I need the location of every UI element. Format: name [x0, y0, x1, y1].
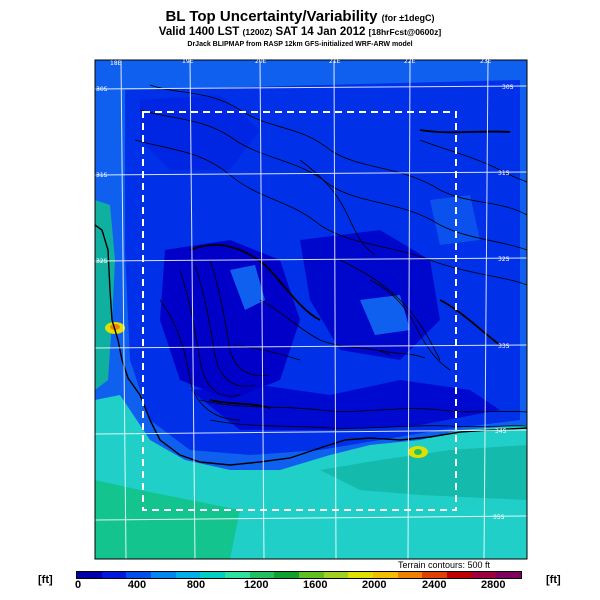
credit-line: DrJack BLIPMAP from RASP 12km GFS-initia…	[187, 41, 413, 48]
colorbar-swatch	[299, 572, 324, 578]
south-coast-hotspot-core	[414, 449, 422, 455]
west-coast-hotspot-core	[110, 324, 120, 330]
colorbar-swatch	[225, 572, 250, 578]
southeast-teal-field	[320, 445, 527, 500]
colorbar-swatch	[373, 572, 398, 578]
lon-label-top-19e: 19E	[182, 58, 194, 65]
lon-label-top-18e: 18E	[110, 60, 122, 67]
title-text: BL Top Uncertainty/Variability	[165, 8, 378, 25]
colorbar-swatch	[447, 572, 472, 578]
colorbar-swatch	[249, 572, 275, 578]
west-coast-band	[95, 200, 115, 390]
colorbar-swatch	[496, 572, 522, 578]
analysis-boundary	[142, 111, 457, 511]
colorbar-swatch	[274, 572, 300, 578]
lon-label-bottom-20e: 20E	[259, 561, 271, 568]
colorbar-tick-800: 800	[186, 579, 206, 591]
colorbar-swatch	[151, 572, 176, 578]
colorbar-swatch	[397, 572, 423, 578]
coastline	[95, 224, 527, 466]
lon-label-bottom-22e: 22E	[402, 561, 414, 568]
colorbar-unit-left: [ft]	[38, 574, 53, 586]
colorbar-tick-1200: 1200	[244, 579, 269, 591]
lat-label-left-33s: 33S	[78, 345, 90, 352]
terrain-contours-note: Terrain contours: 500 ft	[398, 560, 491, 570]
lat-label-left-30s: 30S	[96, 86, 108, 93]
terrain-contours	[134, 84, 527, 429]
lat-label-left-31s: 31S	[96, 172, 108, 179]
colorbar-tick-2800: 2800	[481, 579, 506, 591]
lat-label-left-32s: 32S	[96, 258, 108, 265]
lat-label-left-35s: 35S	[80, 517, 92, 524]
subtitle-zone: (1200Z)	[242, 27, 273, 37]
subtitle-main: Valid 1400 LST	[158, 26, 240, 38]
subtitle: Valid 1400 LST (1200Z) SAT 14 Jan 2012 […	[0, 26, 600, 38]
lat-label-right-30s: 30S	[502, 84, 514, 91]
lat-label-right-33s: 33S	[498, 343, 510, 350]
colorbar-swatch	[101, 572, 127, 578]
lat-label-right-34s: 34S	[495, 428, 507, 435]
lon-label-top-22e: 22E	[404, 58, 416, 65]
northern-deep-patch	[140, 95, 260, 170]
map-frame	[94, 59, 528, 560]
colorbar-swatch	[323, 572, 349, 578]
colorbar-swatch	[77, 572, 102, 578]
lat-label-left-34s: 34S	[78, 431, 90, 438]
subtitle-date: SAT 14 Jan 2012	[275, 26, 366, 38]
heavy-contours	[189, 129, 511, 409]
light-patch-1	[230, 265, 265, 310]
lat-label-right-35s: 35S	[493, 514, 505, 521]
colorbar-swatch	[348, 572, 374, 578]
lon-label-top-21e: 21E	[329, 58, 341, 65]
colorbar-tick-0: 0	[74, 579, 82, 591]
colorbar-swatch	[200, 572, 226, 578]
colorbar	[76, 571, 522, 579]
lon-label-top-20e: 20E	[255, 58, 267, 65]
colorbar-tick-2400: 2400	[422, 579, 447, 591]
lon-label-bottom-21e: 21E	[330, 561, 342, 568]
subtitle-fcst: [18hrFcst@0600z]	[368, 27, 442, 37]
colorbar-swatch	[175, 572, 201, 578]
colorbar-swatch	[422, 572, 448, 578]
chart-title: BL Top Uncertainty/Variability (for ±1de…	[0, 8, 600, 25]
lon-label-bottom-19e: 19E	[190, 561, 202, 568]
colorbar-swatch	[126, 572, 152, 578]
colorbar-tick-2000: 2000	[362, 579, 387, 591]
title-note: (for ±1degC)	[381, 13, 435, 23]
colorbar-tick-1600: 1600	[303, 579, 328, 591]
light-patch-2	[360, 295, 410, 335]
colorbar-swatch	[471, 572, 497, 578]
lon-label-top-23e: 23E	[480, 58, 492, 65]
lat-label-right-31s: 31S	[498, 170, 510, 177]
colorbar-unit-right: [ft]	[546, 574, 561, 586]
interior-deep-3	[190, 380, 500, 430]
interior-deep-1	[160, 240, 300, 400]
lon-label-bottom-18e: 18E	[120, 565, 132, 572]
lat-label-right-32s: 32S	[498, 256, 510, 263]
colorbar-tick-400: 400	[127, 579, 147, 591]
